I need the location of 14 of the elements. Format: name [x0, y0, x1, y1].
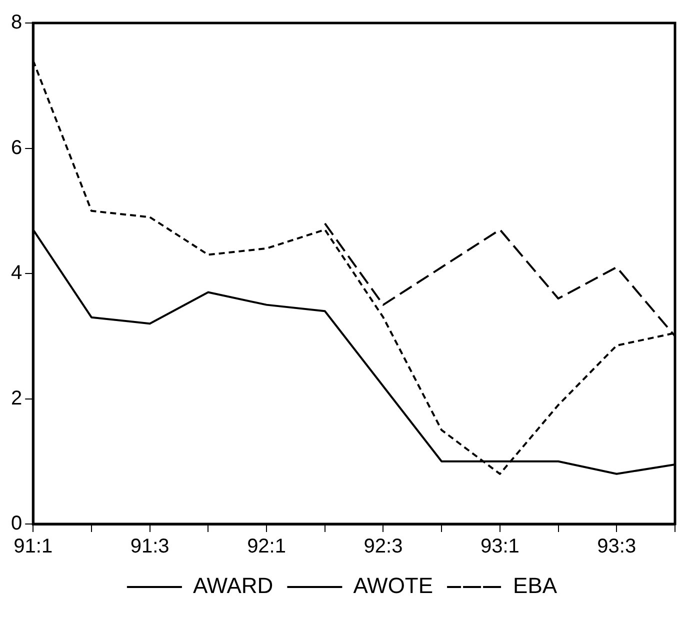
x-tick-label: 92:3 [364, 536, 403, 558]
x-tick-label: 93:3 [597, 536, 636, 558]
legend-label: AWARD [192, 573, 274, 598]
y-tick-label: 0 [11, 512, 22, 535]
y-tick-label: 4 [11, 262, 22, 284]
legend-label: EBA [513, 573, 558, 598]
y-tick-label: 2 [11, 387, 22, 410]
x-tick-label: 91:3 [130, 536, 170, 558]
legend-label: AWOTE [353, 573, 434, 598]
x-tick-label: 92:1 [247, 536, 286, 558]
y-tick-label: 6 [11, 136, 22, 159]
y-tick-label: 8 [11, 12, 22, 34]
x-tick-label: 93:1 [480, 536, 520, 558]
x-tick-label: 91:1 [14, 536, 53, 558]
